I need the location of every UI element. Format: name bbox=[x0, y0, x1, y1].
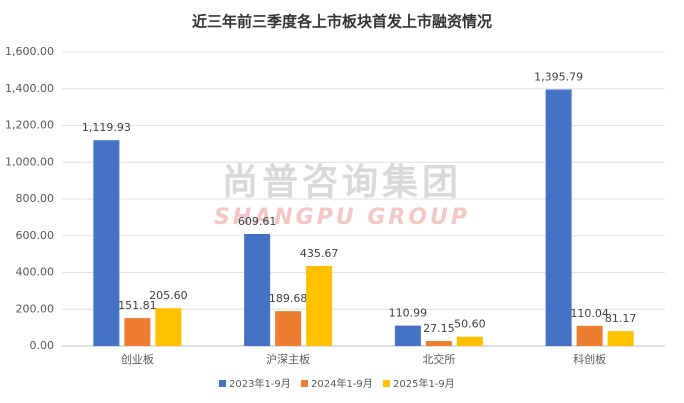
bar bbox=[456, 336, 483, 346]
y-tick-label: 800.00 bbox=[16, 192, 55, 205]
watermark: SHANGPU GROUP bbox=[214, 205, 470, 230]
value-label: 110.99 bbox=[389, 307, 428, 320]
bar bbox=[93, 140, 120, 346]
value-label: 435.67 bbox=[300, 247, 339, 260]
value-label: 50.60 bbox=[454, 318, 486, 331]
y-tick-label: 200.00 bbox=[16, 302, 55, 315]
y-tick-label: 1,400.00 bbox=[5, 82, 54, 95]
legend-label: 2024年1-9月 bbox=[311, 377, 373, 390]
watermark: 尚普咨询集团 bbox=[222, 162, 462, 203]
y-tick-label: 0.00 bbox=[30, 339, 55, 352]
value-label: 205.60 bbox=[149, 289, 188, 302]
legend-label: 2023年1-9月 bbox=[229, 377, 291, 390]
legend-swatch bbox=[219, 380, 226, 387]
y-tick-label: 1,600.00 bbox=[5, 45, 54, 58]
y-tick-label: 400.00 bbox=[16, 266, 55, 279]
value-label: 81.17 bbox=[605, 312, 637, 325]
x-tick-label: 创业板 bbox=[121, 352, 154, 366]
bar bbox=[545, 89, 572, 346]
bar bbox=[306, 265, 333, 346]
value-label: 1,119.93 bbox=[82, 121, 131, 134]
y-tick-label: 600.00 bbox=[16, 229, 55, 242]
value-label: 609.61 bbox=[238, 215, 277, 228]
y-tick-label: 1,200.00 bbox=[5, 119, 54, 132]
x-tick-label: 沪深主板 bbox=[266, 352, 310, 366]
bar bbox=[124, 318, 151, 346]
bar bbox=[155, 308, 182, 346]
bar bbox=[607, 331, 634, 346]
value-label: 151.81 bbox=[118, 299, 157, 312]
chart-title: 近三年前三季度各上市板块首发上市融资情况 bbox=[192, 13, 492, 31]
value-label: 1,395.79 bbox=[534, 71, 583, 84]
bar bbox=[576, 325, 603, 346]
value-label: 110.04 bbox=[570, 307, 609, 320]
bar bbox=[244, 233, 271, 346]
value-label: 27.15 bbox=[423, 322, 455, 335]
bar bbox=[425, 341, 452, 346]
legend-swatch bbox=[383, 380, 390, 387]
bar bbox=[275, 311, 302, 346]
bar bbox=[394, 325, 421, 346]
legend-swatch bbox=[301, 380, 308, 387]
legend-label: 2025年1-9月 bbox=[393, 377, 455, 390]
x-tick-label: 北交所 bbox=[422, 352, 455, 366]
value-label: 189.68 bbox=[269, 292, 308, 305]
y-tick-label: 1,000.00 bbox=[5, 155, 54, 168]
x-tick-label: 科创板 bbox=[573, 352, 606, 366]
